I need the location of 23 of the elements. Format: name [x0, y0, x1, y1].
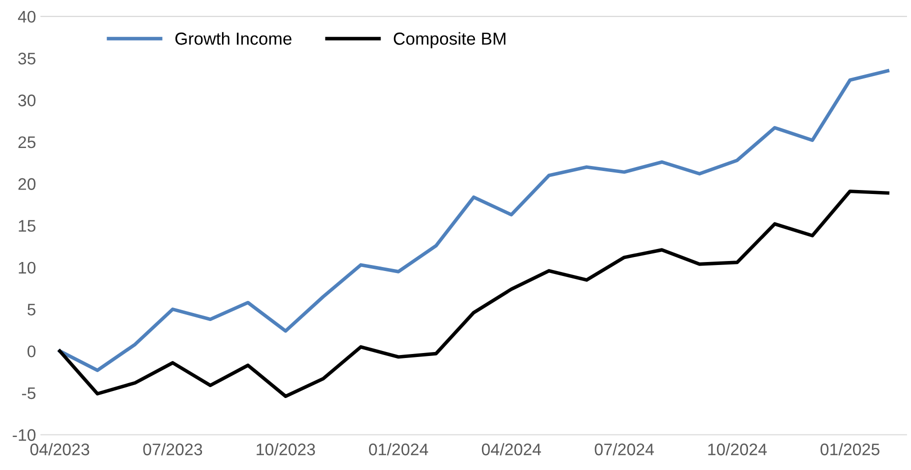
x-tick-label: 10/2024	[708, 443, 767, 456]
line-series	[58, 190, 890, 398]
x-tick-label: 10/2023	[256, 443, 315, 456]
y-tick-label: -5	[22, 387, 36, 400]
legend-label: Composite BM	[394, 32, 506, 48]
y-tick-label: 0	[28, 345, 36, 358]
x-tick-label: 07/2023	[143, 443, 202, 456]
y-tick-label: 40	[18, 10, 36, 23]
y-tick-label: 20	[18, 178, 36, 190]
y-tick-label: 15	[18, 220, 36, 232]
y-tick-label: -10	[12, 429, 36, 441]
y-tick-label: 25	[18, 136, 36, 148]
x-tick-label: 04/2023	[30, 443, 90, 456]
y-tick-label: 10	[18, 262, 36, 274]
y-tick-label: 35	[18, 52, 36, 64]
y-tick-label: 5	[28, 304, 36, 316]
x-tick-label: 01/2024	[368, 443, 428, 456]
x-tick-label: 04/2024	[482, 443, 541, 456]
x-tick-label: 01/2025	[820, 443, 880, 456]
y-tick-label: 30	[18, 94, 36, 106]
x-tick-label: 07/2024	[594, 443, 654, 456]
legend-label: Growth Income	[175, 32, 292, 45]
line-series	[58, 69, 890, 372]
